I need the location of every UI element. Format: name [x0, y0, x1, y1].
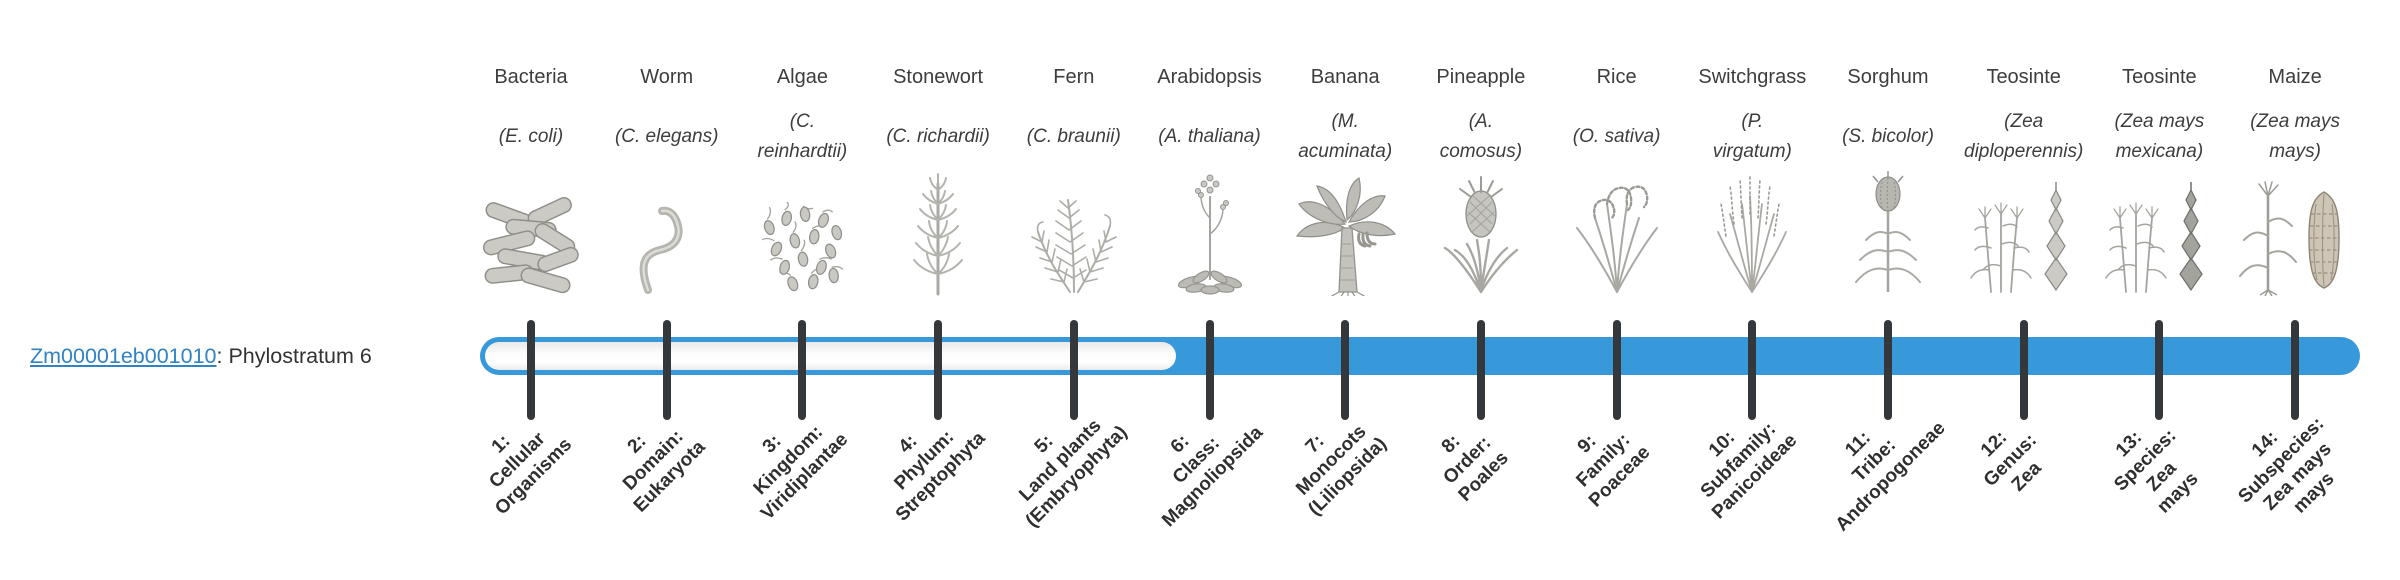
organism-sci-name: (M. acuminata) [1298, 111, 1393, 162]
gene-label: Zm00001eb001010: Phylostratum 6 [30, 344, 372, 369]
pineapple-illustration [1416, 168, 1546, 296]
maize-illustration [2230, 168, 2360, 296]
stonewort-illustration [873, 168, 1003, 296]
organism-name: Stonewort [893, 66, 984, 88]
teosinte-illustration [1959, 168, 2089, 296]
organism-name: Teosinte [2122, 66, 2197, 88]
fern-illustration [1009, 168, 1139, 296]
organism-name: Bacteria [494, 66, 568, 88]
organism-name: Switchgrass [1698, 66, 1807, 88]
organism-sci-name: (Zea mays mays) [2250, 111, 2340, 162]
switchgrass-illustration [1687, 168, 1817, 296]
stratum-label-text: 4: Phylum: Streptophyta [890, 426, 990, 526]
sorghum-illustration [1823, 168, 1953, 296]
stratum-label-text: 13: Species: Zea mays [2110, 425, 2203, 518]
organism-sci-name: (E. coli) [498, 126, 564, 147]
worm-illustration [602, 168, 732, 296]
arabidopsis-illustration [1145, 168, 1275, 296]
organism-sci-name: (O. sativa) [1572, 126, 1661, 147]
organism-sci-name: (C. braunii) [1026, 126, 1121, 147]
organism-name: Maize [2268, 66, 2322, 88]
stratum-tick [1069, 320, 1078, 420]
stratum-tick [1341, 320, 1350, 420]
organism-sci-name: (A. comosus) [1439, 111, 1523, 162]
organism-name: Sorghum [1847, 66, 1929, 88]
stratum-tick [1476, 320, 1485, 420]
organism-name: Worm [640, 66, 694, 88]
stratum-label-text: 10: Subfamily: Panicoideae [1696, 418, 1802, 524]
organism-name: Rice [1596, 66, 1637, 88]
organism-sci-name: (P. virgatum) [1712, 111, 1792, 162]
stratum-tick [2019, 320, 2028, 420]
organism-sci-name: (Zea mays mexicana) [2114, 111, 2205, 162]
stratum-label-text: 7: Monocots (Liliopsida) [1292, 421, 1392, 520]
stratum-label-text: 8: Order: Poales [1437, 430, 1513, 506]
organism-sci-name: (C. richardii) [886, 126, 990, 147]
teosinte-dark-illustration [2094, 168, 2224, 296]
stratum-tick [527, 320, 535, 420]
banana-illustration [1280, 168, 1410, 296]
organism-name: Teosinte [1986, 66, 2061, 88]
organism-sci-name: (C. elegans) [614, 126, 719, 147]
organism-name: Algae [776, 66, 828, 88]
stratum-label-text: 5: Land plants (Embryophyta) [1015, 415, 1132, 532]
stratum-tick [798, 320, 807, 420]
stratum-tick [1612, 320, 1621, 420]
stratum-label-text: 6: Class: Magnoliopsida [1157, 422, 1267, 532]
stratum-label-text: 1: Cellular Organisms [485, 428, 577, 520]
stratum-label-text: 11: Tribe: Andropogoneae [1831, 417, 1950, 536]
stratum-tick [662, 320, 671, 420]
organism-sci-name: (S. bicolor) [1842, 126, 1934, 147]
organism-sci-name: (C. reinhardtii) [757, 111, 848, 162]
stratum-label-text: 14: Subspecies: Zea mays mays [2234, 413, 2339, 518]
stratum-label-text: 3: Kingdom: Viridiplantae [750, 421, 853, 525]
gene-phylostratum-text: : Phylostratum 6 [216, 344, 372, 368]
stratum-tick [934, 320, 943, 420]
organism-name: Banana [1310, 66, 1380, 88]
stratum-label-text: 2: Domain: Eukaryota [618, 426, 710, 517]
stratum-label-text: 9: Family: Poaceae [1572, 429, 1654, 512]
organism-sci-name: (Zea diploperennis) [1964, 111, 2084, 162]
gene-link[interactable]: Zm00001eb001010 [30, 344, 217, 368]
rice-illustration [1552, 168, 1682, 296]
stratum-tick [2155, 320, 2164, 420]
stratum-tick [2291, 320, 2300, 420]
organism-name: Fern [1053, 66, 1095, 88]
organism-name: Pineapple [1436, 66, 1526, 88]
stratum-tick [1884, 320, 1892, 420]
bacteria-illustration [466, 168, 596, 296]
stratum-tick [1205, 320, 1214, 420]
organism-name: Arabidopsis [1157, 66, 1262, 88]
stratum-label-text: 12: Genus: Zea [1976, 427, 2046, 496]
organism-sci-name: (A. thaliana) [1158, 126, 1261, 147]
timeline-bar [480, 337, 2360, 375]
stratum-tick [1748, 320, 1757, 420]
timeline-bar-unfilled-track [485, 342, 1176, 370]
algae-illustration [737, 168, 867, 296]
